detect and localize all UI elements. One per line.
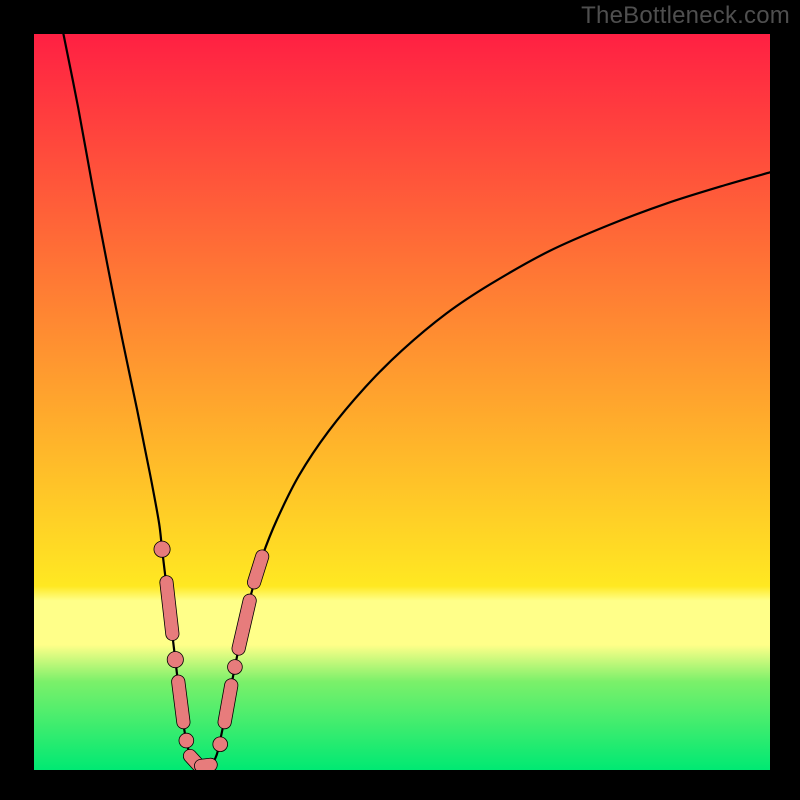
bead-circle (213, 737, 228, 752)
bead-circle (154, 541, 170, 557)
chart-frame: TheBottleneck.com (0, 0, 800, 800)
gradient-background (34, 34, 770, 770)
bead-capsule (225, 685, 232, 722)
bead-capsule (166, 582, 172, 634)
plot-svg (34, 34, 770, 770)
bead-circle (179, 733, 194, 748)
bead-capsule (178, 682, 183, 722)
bead-capsule (254, 557, 262, 583)
bead-circle (167, 652, 183, 668)
bead-circle (228, 660, 243, 675)
watermark-text: TheBottleneck.com (581, 2, 790, 30)
bead-capsule (201, 765, 211, 766)
plot-area (34, 34, 770, 770)
